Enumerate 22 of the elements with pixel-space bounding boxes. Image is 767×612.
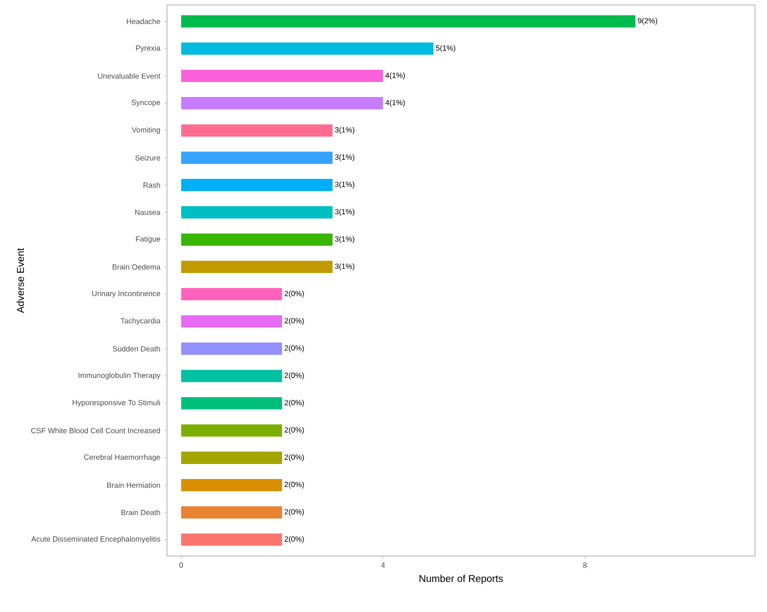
bar: [181, 260, 333, 273]
bar: [181, 370, 282, 382]
bar: [181, 206, 333, 218]
bar: [181, 478, 282, 492]
bar: [181, 452, 282, 464]
bar: [181, 424, 282, 437]
bar: [181, 70, 384, 82]
bar: [181, 15, 636, 28]
bar: [181, 397, 282, 410]
bar: [181, 506, 282, 518]
bar: [181, 288, 282, 300]
bar: [181, 233, 333, 246]
bar: [181, 534, 282, 546]
bar: [181, 178, 333, 192]
bar: [181, 97, 384, 110]
x-axis-title: Number of Reports: [420, 574, 503, 584]
bar: [181, 42, 434, 55]
bar: [181, 342, 282, 355]
bar: [181, 152, 333, 164]
bar: [181, 124, 333, 137]
y-axis-title: Adverse Event: [16, 248, 24, 314]
bar: [181, 315, 282, 328]
